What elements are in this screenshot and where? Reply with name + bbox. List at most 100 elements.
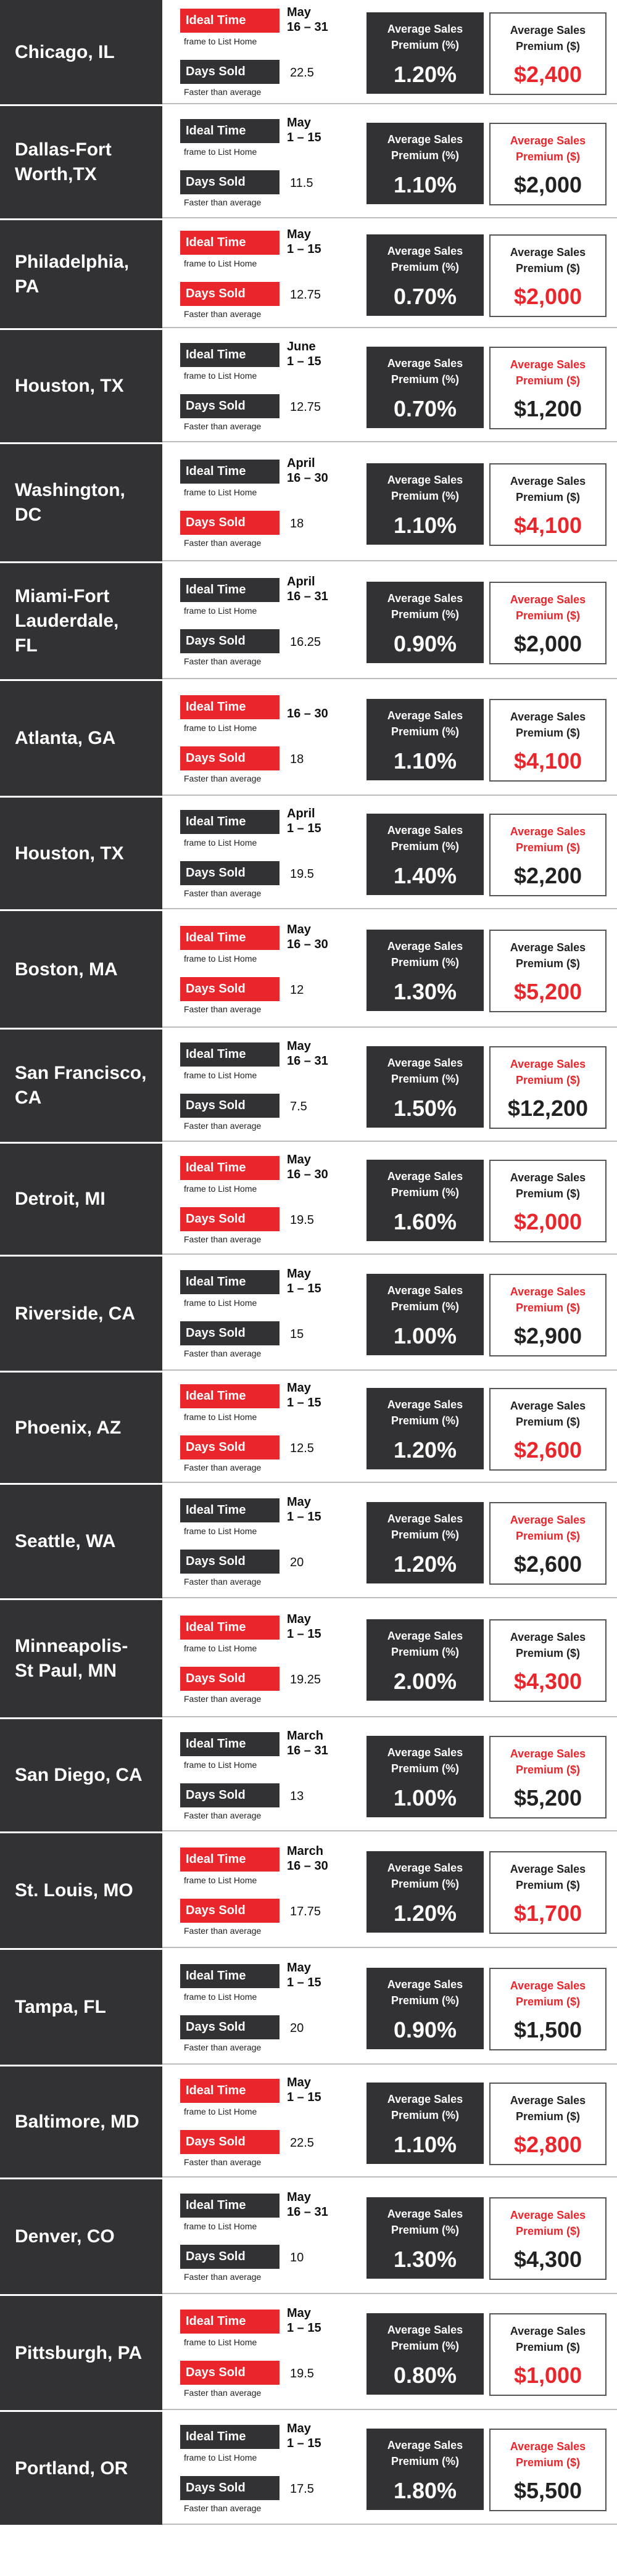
city-name-text: Tampa, FL — [15, 1995, 106, 2020]
dollar-premium-label: Average Sales Premium ($) — [491, 1512, 605, 1544]
city-name-line: Riverside, CA — [15, 1303, 136, 1324]
pct-premium-label: Average Sales Premium (%) — [366, 355, 484, 387]
dollar-premium-label-line: Premium ($) — [515, 2456, 581, 2469]
city-name: Riverside, CA — [0, 1257, 162, 1371]
row-divider — [162, 795, 617, 796]
city-name: Tampa, FL — [0, 1950, 162, 2065]
dollar-premium-value: $2,800 — [513, 2131, 582, 2157]
ideal-time-value: May 1 – 15 — [287, 1266, 321, 1296]
city-name-text: Riverside, CA — [15, 1302, 135, 1326]
ideal-time-value: March 16 – 30 — [287, 1844, 328, 1873]
row-divider — [162, 103, 617, 104]
days-sold-subtitle: Faster than average — [184, 1004, 262, 1014]
pct-premium-label-line: Premium (%) — [391, 1762, 460, 1775]
ideal-time-subtitle: frame to List Home — [184, 1643, 257, 1653]
dollar-premium-label-line: Average Sales — [510, 24, 586, 36]
city-name-line: Atlanta, GA — [15, 728, 116, 748]
days-sold-value: 16.25 — [290, 635, 321, 649]
city-name-text: San Francisco, CA — [15, 1061, 146, 1110]
city-name: St. Louis, MO — [0, 1833, 162, 1948]
pct-premium-label-line: Average Sales — [387, 2439, 463, 2451]
dollar-premium-box: Average Sales Premium ($) $4,300 — [489, 2197, 607, 2280]
ideal-time-label: Ideal Time — [180, 1732, 280, 1756]
dollar-premium-label-line: Average Sales — [510, 941, 586, 954]
dollar-premium-label: Average Sales Premium ($) — [491, 473, 605, 505]
ideal-time-value: March 16 – 31 — [287, 1728, 328, 1758]
days-sold-label: Days Sold — [180, 1435, 280, 1459]
row-divider — [162, 1253, 617, 1255]
row-divider — [162, 1482, 617, 1483]
days-sold-value: 17.75 — [290, 1904, 321, 1918]
dollar-premium-box: Average Sales Premium ($) $1,000 — [489, 2313, 607, 2396]
dollar-premium-label-line: Average Sales — [510, 1862, 586, 1875]
ideal-time-subtitle: frame to List Home — [184, 1525, 257, 1536]
city-name: Denver, CO — [0, 2179, 162, 2294]
days-sold-value: 22.5 — [290, 2136, 314, 2150]
metro-row: Washington, DC Ideal Time frame to List Hom… — [0, 444, 617, 563]
days-sold-value: 12.75 — [290, 288, 321, 302]
ideal-time-line: 1 – 15 — [287, 1509, 321, 1524]
ideal-time-value: May 1 – 15 — [287, 227, 321, 257]
dollar-premium-box: Average Sales Premium ($) $2,200 — [489, 814, 607, 896]
dollar-premium-label-line: Premium ($) — [515, 1878, 581, 1891]
dollar-premium-value: $4,300 — [513, 1668, 582, 1694]
ideal-time-value: May 1 – 15 — [287, 2421, 321, 2451]
ideal-time-label: Ideal Time — [180, 2193, 280, 2218]
days-sold-subtitle: Faster than average — [184, 197, 262, 207]
ideal-time-line: 1 – 15 — [287, 822, 321, 835]
pct-premium-label-line: Average Sales — [387, 357, 463, 369]
ideal-time-value: May 1 – 15 — [287, 1612, 321, 1641]
dollar-premium-label-line: Average Sales — [510, 2094, 586, 2107]
pct-premium-label-line: Premium (%) — [391, 2108, 460, 2121]
ideal-time-subtitle: frame to List Home — [184, 2337, 257, 2347]
pct-premium-label-line: Average Sales — [387, 940, 463, 952]
ideal-time-subtitle: frame to List Home — [184, 838, 257, 848]
pct-premium-label: Average Sales Premium (%) — [366, 938, 484, 970]
days-sold-label: Days Sold — [180, 746, 280, 770]
ideal-time-label: Ideal Time — [180, 1615, 280, 1640]
dollar-premium-label-line: Premium ($) — [515, 609, 581, 622]
pct-premium-label-line: Average Sales — [387, 23, 463, 35]
days-sold-subtitle: Faster than average — [184, 2503, 262, 2513]
days-sold-label: Days Sold — [180, 170, 280, 194]
ideal-time-value: May 1 – 15 — [287, 1960, 321, 1990]
days-sold-value: 12 — [290, 983, 304, 997]
pct-premium-box: Average Sales Premium (%) 1.20% — [366, 1388, 484, 1469]
city-name-text: Minneapolis- St Paul, MN — [15, 1634, 128, 1683]
ideal-time-label: Ideal Time — [180, 342, 280, 367]
city-name-line: San Francisco, — [15, 1063, 147, 1083]
dollar-premium-label-line: Premium ($) — [515, 841, 581, 854]
pct-premium-box: Average Sales Premium (%) 1.50% — [366, 1046, 484, 1128]
days-sold-label: Days Sold — [180, 60, 280, 84]
pct-premium-value: 1.20% — [393, 1437, 457, 1463]
ideal-time-label: Ideal Time — [180, 118, 280, 143]
metro-row: Houston, TX Ideal Time frame to List Home A… — [0, 798, 617, 911]
metro-row: Riverside, CA Ideal Time frame to List Hom… — [0, 1257, 617, 1373]
row-divider — [162, 908, 617, 909]
city-name: Dallas-Fort Worth,TX — [0, 106, 162, 218]
pct-premium-label-line: Premium (%) — [391, 1994, 460, 2007]
days-sold-subtitle: Faster than average — [184, 1693, 262, 1704]
dollar-premium-label: Average Sales Premium ($) — [491, 2207, 605, 2239]
ideal-time-value: April 16 – 31 — [287, 574, 328, 604]
days-sold-value: 19.5 — [290, 2367, 314, 2380]
dollar-premium-value: $2,000 — [513, 171, 582, 197]
days-sold-label: Days Sold — [180, 2015, 280, 2039]
metro-row: Baltimore, MD Ideal Time frame to List Hom… — [0, 2066, 617, 2179]
metro-row: San Francisco, CA Ideal Time frame to List … — [0, 1030, 617, 1144]
city-name-line: Minneapolis- — [15, 1636, 128, 1656]
ideal-time-label: Ideal Time — [180, 577, 280, 602]
city-name-line: Houston, TX — [15, 843, 124, 864]
dollar-premium-label: Average Sales Premium ($) — [491, 939, 605, 972]
row-divider — [162, 1597, 617, 1598]
metro-row: Boston, MA Ideal Time frame to List Home Ma… — [0, 911, 617, 1030]
pct-premium-box: Average Sales Premium (%) 1.10% — [366, 122, 484, 204]
dollar-premium-value: $4,300 — [513, 2246, 582, 2272]
city-name-line: Detroit, MI — [15, 1189, 106, 1209]
pct-premium-label-line: Premium (%) — [391, 149, 460, 162]
ideal-time-label: Ideal Time — [180, 926, 280, 950]
dollar-premium-box: Average Sales Premium ($) $2,600 — [489, 1388, 607, 1471]
days-sold-label: Days Sold — [180, 2476, 280, 2500]
city-name-text: Phoenix, AZ — [15, 1416, 121, 1440]
